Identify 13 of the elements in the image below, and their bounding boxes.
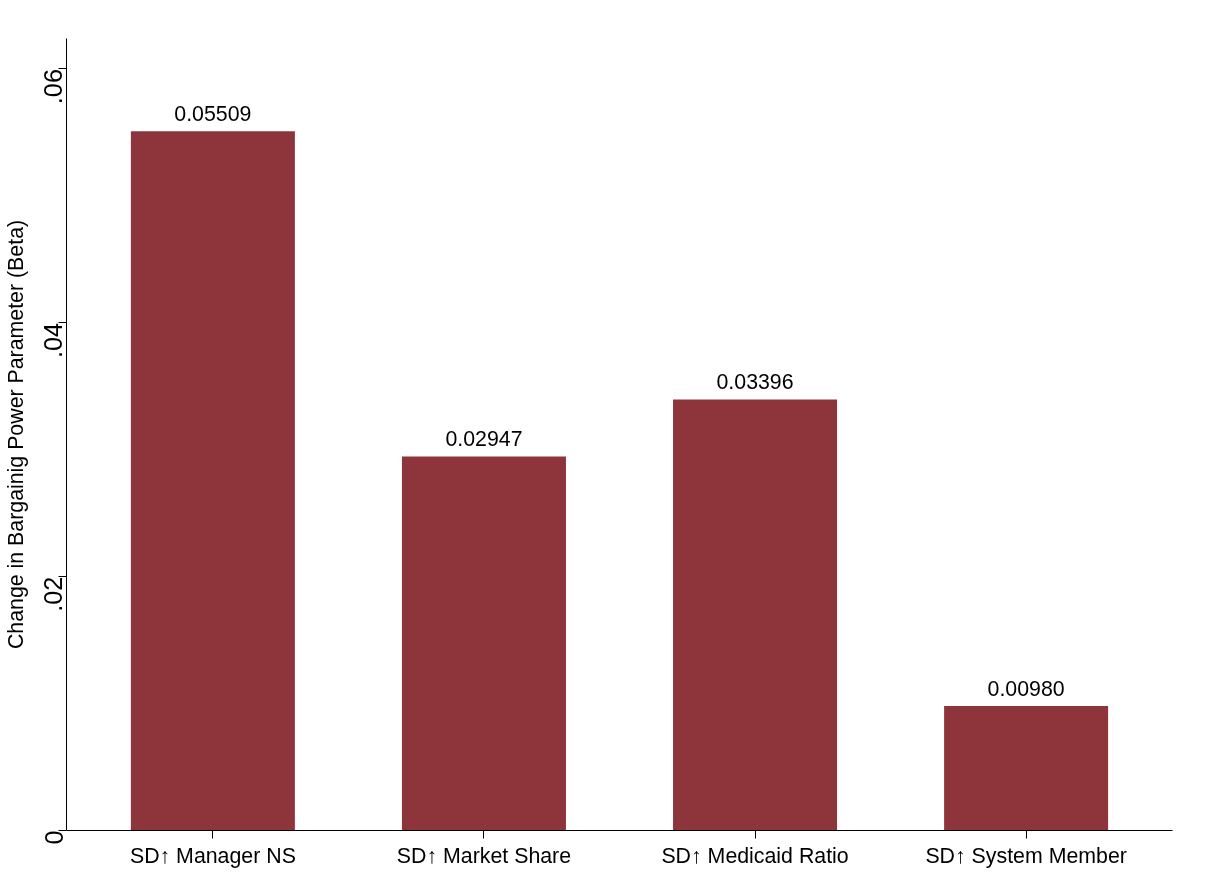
x-tick-label: SD↑ Medicaid Ratio — [661, 843, 849, 868]
y-tick-label: .04 — [39, 322, 68, 359]
x-tick-label: SD↑ Manager NS — [129, 843, 296, 868]
data-label: 0.02947 — [445, 427, 523, 452]
data-label: 0.00980 — [987, 677, 1065, 702]
y-axis-title: Change in Bargainig Power Parameter (Beta) — [3, 219, 28, 650]
y-tick-label: .02 — [39, 576, 68, 612]
data-label: 0.03396 — [716, 370, 794, 395]
y-tick-label: 0 — [39, 830, 68, 845]
data-label: 0.05509 — [174, 102, 252, 127]
x-tick-label: SD↑ Market Share — [396, 843, 572, 868]
y-tick-label: .06 — [39, 68, 68, 105]
x-tick-label: SD↑ System Member — [925, 843, 1127, 868]
